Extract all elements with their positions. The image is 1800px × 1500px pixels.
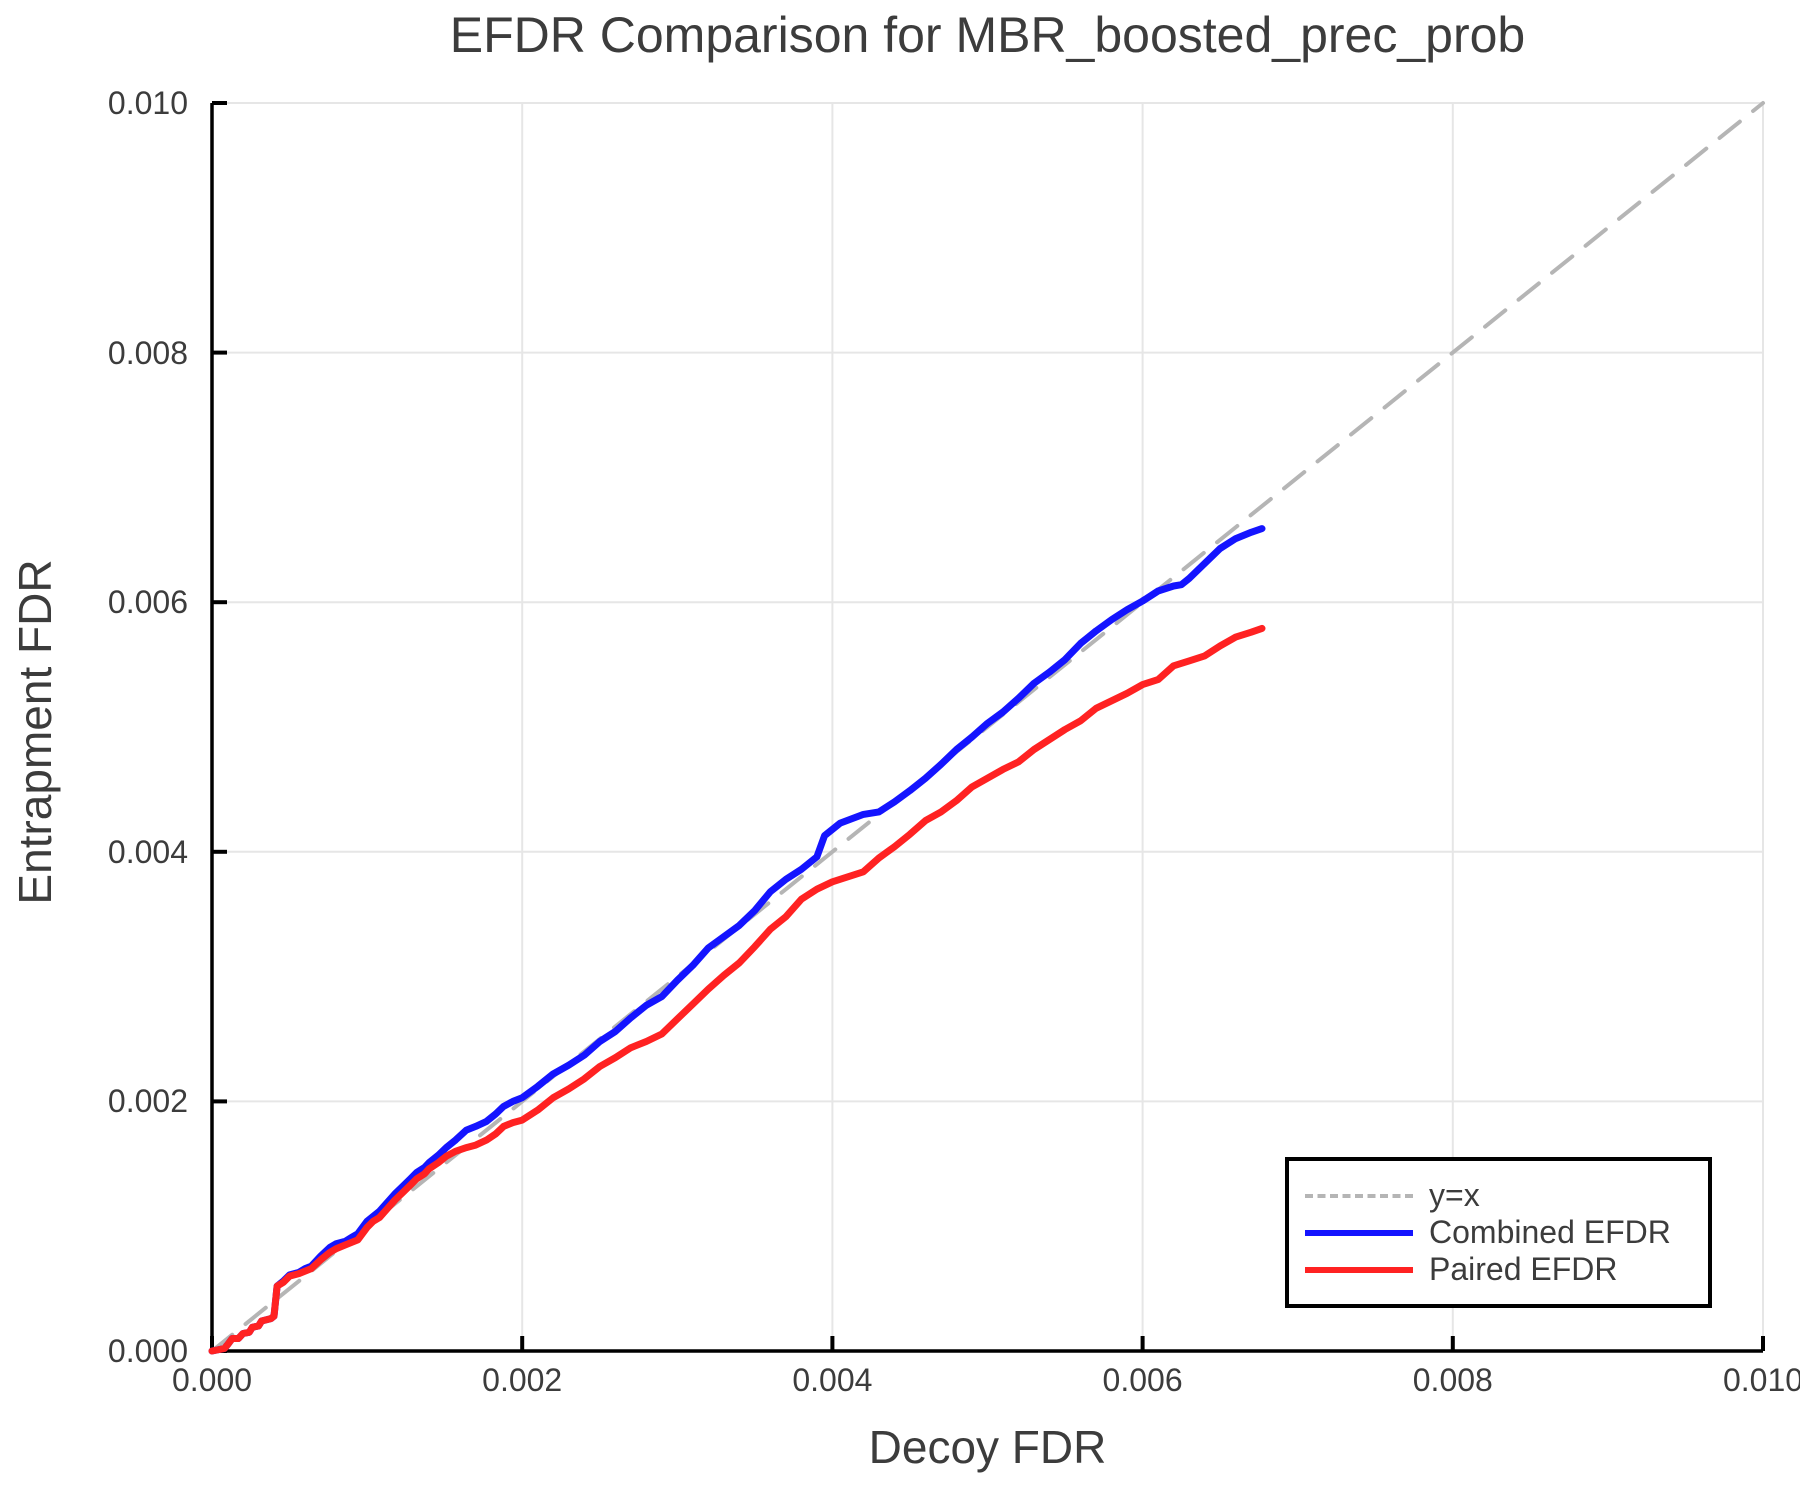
combined-efdr-line-sample-icon bbox=[1305, 1229, 1413, 1236]
y-axis-title: Entrapment FDR bbox=[9, 559, 61, 905]
chart-title: EFDR Comparison for MBR_boosted_prec_pro… bbox=[449, 7, 1526, 63]
y-tick-label-0.010: 0.010 bbox=[107, 85, 188, 121]
legend-item-paired-efdr: Paired EFDR bbox=[1305, 1251, 1708, 1288]
legend: y=x Combined EFDR Paired EFDR bbox=[1285, 1157, 1712, 1308]
x-axis-title: Decoy FDR bbox=[868, 1421, 1107, 1473]
legend-label-paired-efdr: Paired EFDR bbox=[1429, 1251, 1618, 1287]
series-line-paired-efdr bbox=[208, 624, 1266, 1355]
y-tick-label-0.002: 0.002 bbox=[107, 1083, 188, 1120]
x-tick-label-0.008: 0.008 bbox=[1412, 1362, 1493, 1398]
x-tick-label-0.006: 0.006 bbox=[1102, 1362, 1183, 1398]
paired-efdr-line-sample-icon bbox=[1305, 1266, 1413, 1273]
legend-label-identity: y=x bbox=[1429, 1177, 1480, 1213]
legend-label-combined-efdr: Combined EFDR bbox=[1429, 1214, 1671, 1250]
y-tick-label-0.000: 0.000 bbox=[107, 1333, 188, 1369]
y-tick-label-0.004: 0.004 bbox=[107, 833, 188, 870]
x-tick-label-0.004: 0.004 bbox=[792, 1362, 873, 1398]
x-tick-label-0.010: 0.010 bbox=[1722, 1362, 1800, 1398]
x-tick-label-0.000: 0.000 bbox=[171, 1362, 253, 1398]
legend-item-identity: y=x bbox=[1305, 1177, 1708, 1214]
identity-line-sample-icon bbox=[1305, 1193, 1413, 1198]
x-tick-label-0.002: 0.002 bbox=[482, 1362, 563, 1398]
y-tick-label-0.006: 0.006 bbox=[107, 584, 188, 621]
legend-item-combined-efdr: Combined EFDR bbox=[1305, 1214, 1708, 1251]
y-tick-label-0.008: 0.008 bbox=[107, 334, 188, 371]
